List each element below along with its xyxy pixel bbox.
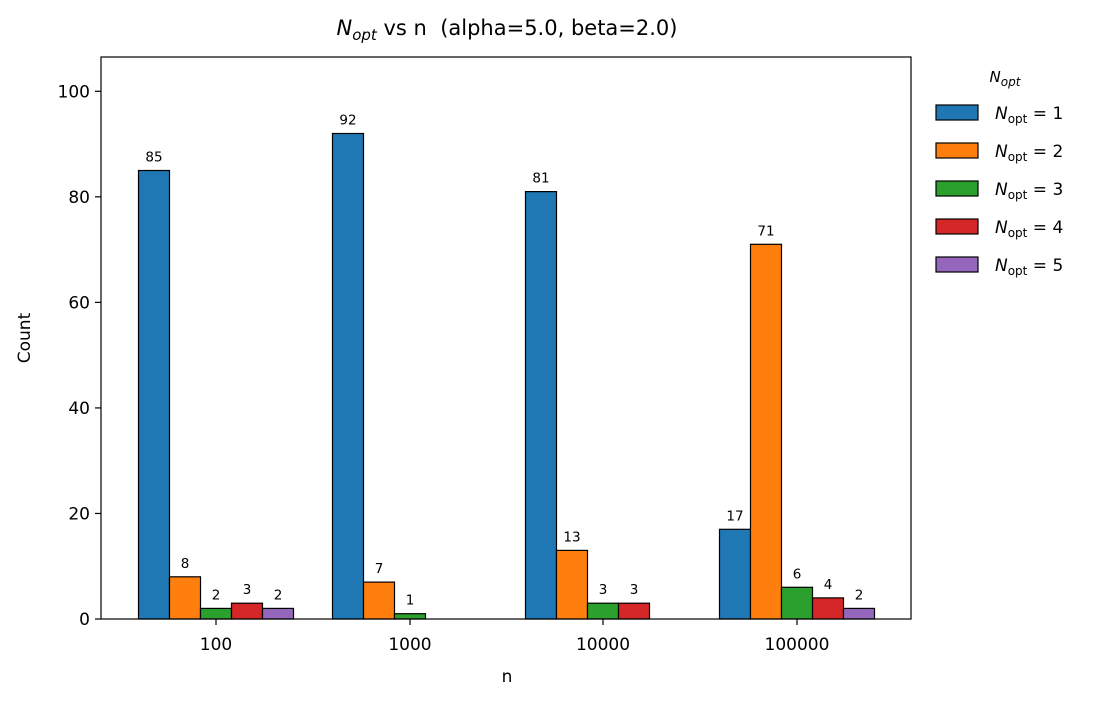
- bar-100-series-5: [261, 607, 295, 620]
- bar-1000-series-1: [331, 132, 365, 620]
- legend-swatch: [935, 180, 979, 197]
- y-tick-label: 40: [68, 399, 90, 419]
- y-tick-label: 80: [68, 188, 90, 208]
- bar-value-label: 3: [599, 582, 608, 598]
- bar-value-label: 13: [563, 529, 580, 545]
- bar-100-series-3: [199, 607, 233, 620]
- bars: [137, 132, 876, 620]
- bar-value-label: 17: [726, 508, 743, 524]
- x-axis-label: n: [502, 667, 513, 687]
- bar-10000-series-3: [586, 602, 620, 620]
- title-rest: vs n (alpha=5.0, beta=2.0): [377, 16, 678, 40]
- legend-swatch: [935, 256, 979, 273]
- bar-100-series-4: [230, 602, 264, 620]
- bar-10000-series-1: [524, 191, 558, 620]
- legend-swatch: [935, 142, 979, 159]
- bar-value-label: 3: [630, 582, 639, 598]
- bar-value-label: 2: [855, 587, 864, 603]
- legend-item: Nopt = 1: [935, 104, 1063, 126]
- bar-value-label: 2: [274, 587, 283, 603]
- title-main: N: [337, 16, 353, 40]
- legend-label: Nopt = 2: [995, 142, 1063, 164]
- legend-label: Nopt = 3: [995, 180, 1063, 202]
- bar-value-label: 8: [181, 556, 190, 572]
- bar-value-label: 7: [375, 561, 384, 577]
- bar-100000-series-4: [811, 597, 845, 620]
- bar-100000-series-2: [749, 243, 783, 620]
- bar-value-label: 92: [339, 113, 356, 129]
- bar-value-label: 4: [824, 577, 833, 593]
- legend-item: Nopt = 3: [935, 180, 1063, 202]
- y-tick-label: 20: [68, 504, 90, 524]
- legend-item: Nopt = 5: [935, 256, 1063, 278]
- chart-title: Nopt vs n (alpha=5.0, beta=2.0): [337, 16, 678, 44]
- x-tick-label: 100000: [765, 635, 830, 655]
- bar-value-label: 81: [532, 171, 549, 187]
- bar-1000-series-2: [362, 581, 396, 620]
- bar-1000-series-3: [393, 613, 427, 620]
- bar-100000-series-5: [842, 607, 876, 620]
- bar-value-label: 85: [145, 150, 162, 166]
- bar-10000-series-2: [555, 549, 589, 620]
- bar-100000-series-1: [718, 528, 752, 620]
- y-axis: 0 20 40 60 80 100: [58, 82, 101, 630]
- bar-value-label: 71: [757, 223, 774, 239]
- x-tick-label: 100: [200, 635, 232, 655]
- legend-swatch: [935, 218, 979, 235]
- legend: Nopt Nopt = 1 Nopt = 2 Nopt = 3 Nopt = 4 Nop…: [935, 68, 1063, 278]
- bar-value-label: 2: [212, 587, 221, 603]
- y-tick-label: 60: [68, 293, 90, 313]
- legend-item: Nopt = 2: [935, 142, 1063, 164]
- bar-10000-series-4: [617, 602, 651, 620]
- x-tick-label: 1000: [388, 635, 431, 655]
- x-axis: 100 1000 10000 100000: [200, 619, 830, 655]
- plot-area-frame: [100, 56, 912, 620]
- legend-item: Nopt = 4: [935, 218, 1063, 240]
- y-tick-label: 100: [58, 82, 90, 102]
- bar-100000-series-3: [780, 586, 814, 620]
- legend-title: Nopt: [990, 68, 1022, 89]
- legend-swatch: [935, 104, 979, 121]
- svg-text:Nopt vs n (alpha=5.0, beta=2.: Nopt vs n (alpha=5.0, beta=2.0): [337, 16, 678, 44]
- bar-100-series-1: [137, 169, 171, 620]
- legend-label: Nopt = 4: [995, 218, 1063, 240]
- bar-value-label: 1: [406, 593, 415, 609]
- y-axis-label: Count: [15, 312, 35, 363]
- bar-100-series-2: [168, 576, 202, 620]
- y-tick-label: 0: [79, 610, 90, 630]
- legend-label: Nopt = 5: [995, 256, 1063, 278]
- legend-label: Nopt = 1: [995, 104, 1063, 126]
- bar-value-label: 3: [243, 582, 252, 598]
- bar-value-label: 6: [793, 566, 802, 582]
- x-tick-label: 10000: [576, 635, 630, 655]
- title-subscript: opt: [352, 26, 378, 44]
